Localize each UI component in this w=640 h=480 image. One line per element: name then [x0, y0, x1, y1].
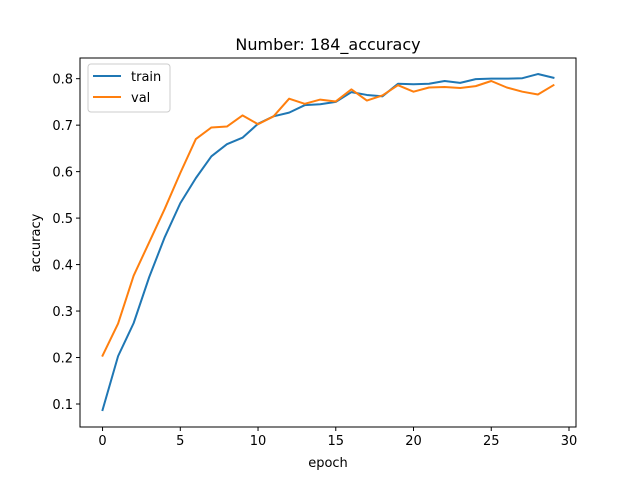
y-tick-label: 0.1	[52, 398, 73, 413]
y-tick-label: 0.7	[52, 119, 73, 134]
legend-label-val: val	[131, 91, 150, 106]
x-tick-label: 15	[328, 434, 345, 449]
series-line-val	[101, 80, 555, 357]
y-tick-label: 0.5	[52, 212, 73, 227]
legend-label-train: train	[131, 70, 161, 85]
legend: train val	[87, 63, 171, 113]
x-tick-label: 5	[176, 434, 184, 449]
chart-title: Number: 184_accuracy	[235, 35, 420, 55]
x-tick-label: 25	[483, 434, 500, 449]
y-tick-label: 0.3	[52, 305, 73, 320]
x-tick-label: 20	[405, 434, 422, 449]
x-tick-label: 10	[250, 434, 267, 449]
y-tick-label: 0.8	[52, 73, 73, 88]
series-line-train	[101, 73, 555, 412]
y-tick-label: 0.2	[52, 352, 73, 367]
plot-area: 0 5 10 15 20 25 30 0.1 0.2 0.3 0.4 0.5 0.6 0.7 0.8 trai…	[52, 57, 578, 449]
y-tick-label: 0.6	[52, 166, 73, 181]
axes-frame	[79, 57, 577, 428]
y-axis-label: accuracy	[29, 213, 44, 272]
x-axis-label: epoch	[308, 456, 348, 471]
x-tick-label: 0	[98, 434, 106, 449]
x-tick-label: 30	[561, 434, 578, 449]
y-tick-label: 0.4	[52, 259, 73, 274]
